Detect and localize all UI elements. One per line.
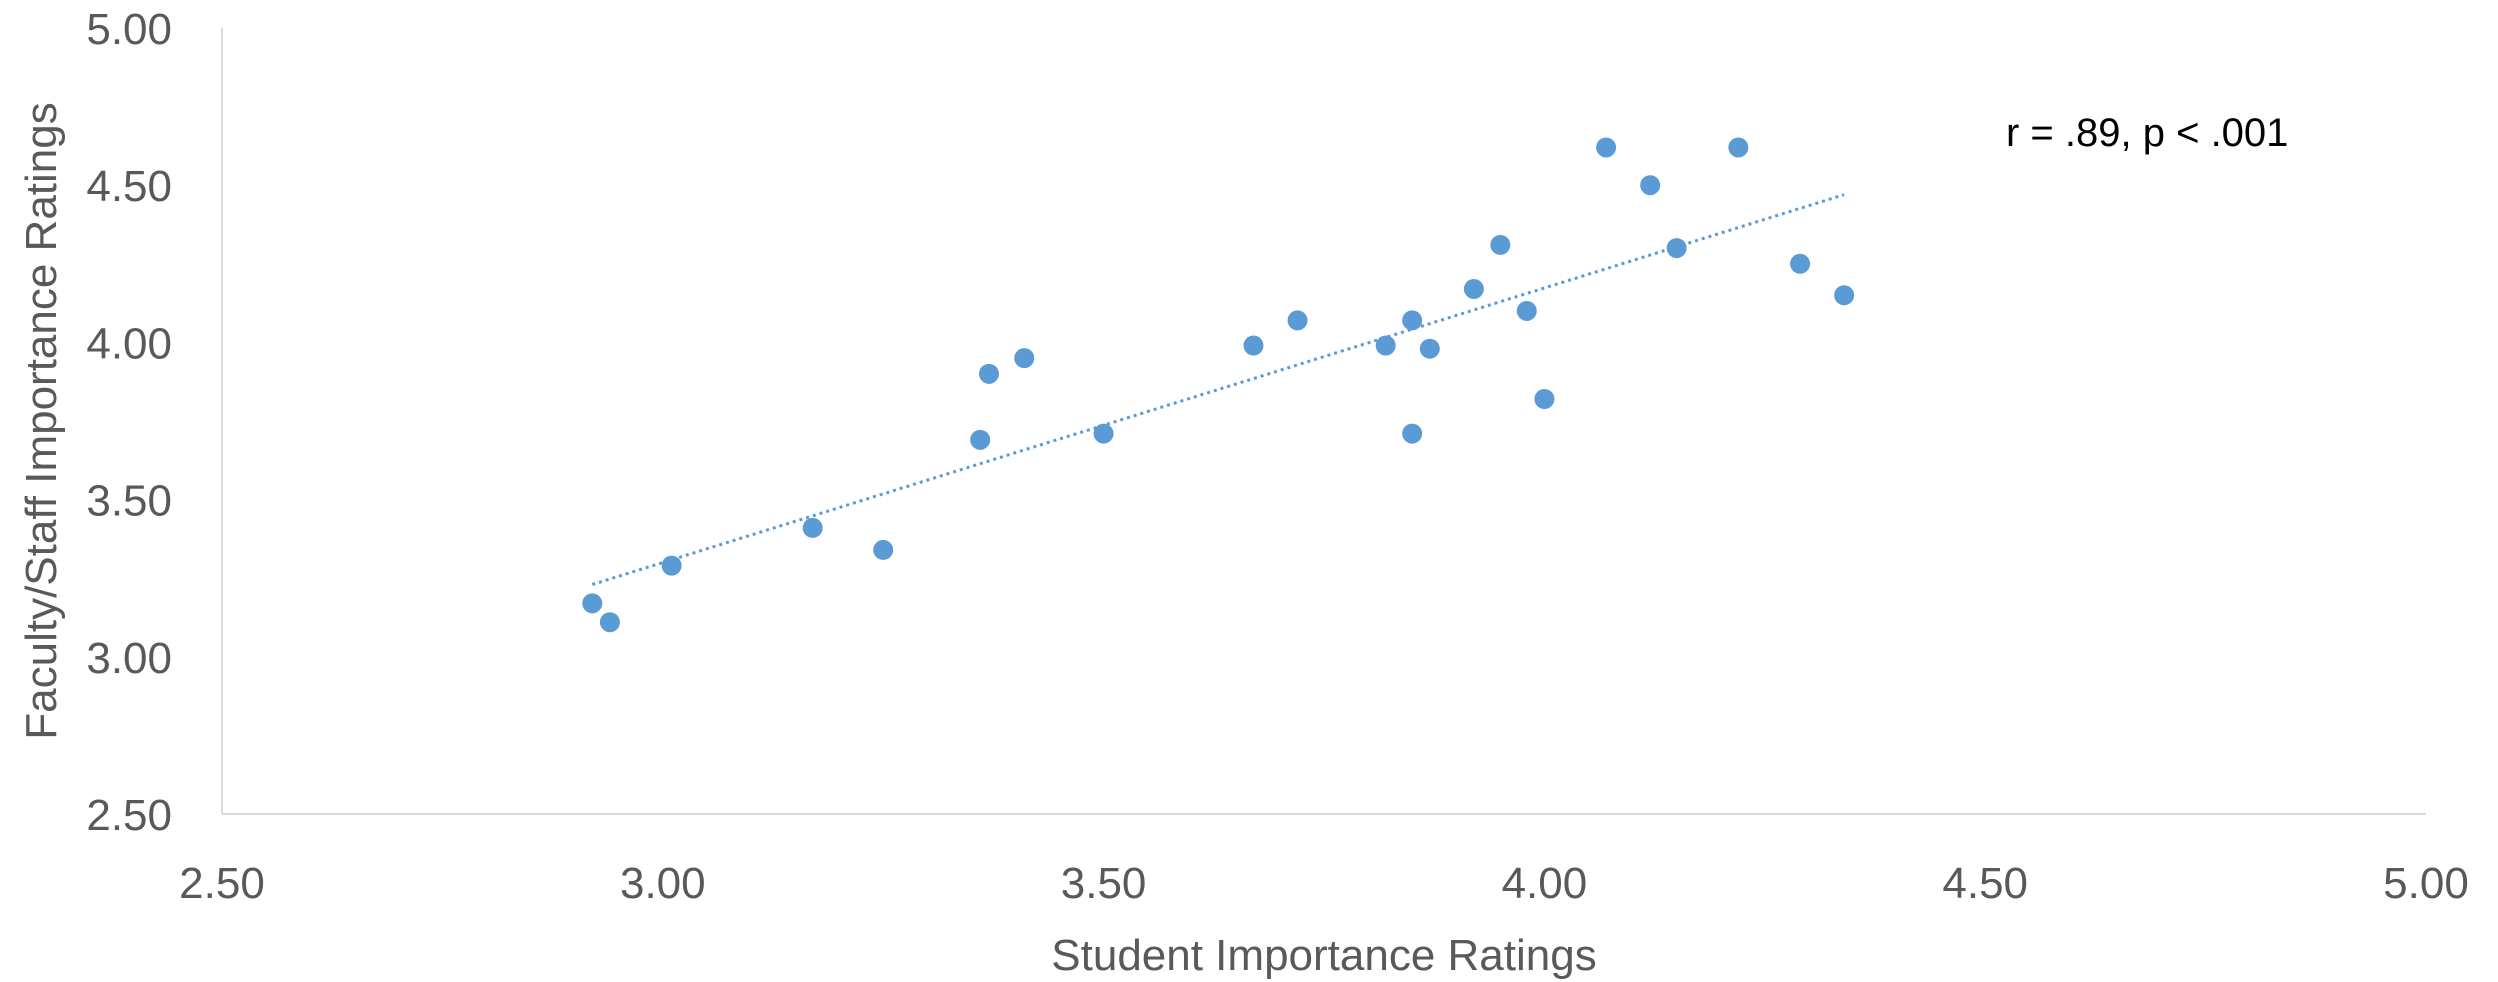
data-point bbox=[1419, 338, 1440, 359]
data-point bbox=[1516, 300, 1537, 321]
data-point bbox=[970, 429, 991, 450]
y-tick-label: 2.50 bbox=[86, 791, 172, 840]
y-axis-title: Faculty/Staff Importance Ratings bbox=[17, 102, 66, 739]
data-point bbox=[1287, 310, 1308, 331]
data-point bbox=[1790, 253, 1811, 274]
x-tick-labels: 2.50 3.00 3.50 4.00 4.50 5.00 bbox=[179, 859, 2469, 908]
data-point bbox=[582, 593, 603, 614]
data-point bbox=[1402, 423, 1423, 444]
y-tick-label: 4.50 bbox=[86, 162, 172, 211]
correlation-annotation: r = .89, p < .001 bbox=[2006, 111, 2288, 155]
data-point bbox=[599, 612, 620, 633]
data-point bbox=[1534, 388, 1555, 409]
y-tick-label: 5.00 bbox=[86, 5, 172, 54]
data-point bbox=[1834, 285, 1855, 306]
data-points bbox=[582, 137, 1855, 633]
trendline-group bbox=[591, 193, 1845, 586]
data-point bbox=[1093, 423, 1114, 444]
data-point bbox=[1596, 137, 1617, 158]
x-tick-label: 4.50 bbox=[1942, 859, 2028, 908]
y-tick-label: 3.50 bbox=[86, 477, 172, 526]
data-point bbox=[1375, 335, 1396, 356]
data-point bbox=[1243, 335, 1264, 356]
trendline bbox=[591, 193, 1845, 586]
x-tick-label: 2.50 bbox=[179, 859, 265, 908]
x-tick-label: 3.50 bbox=[1061, 859, 1147, 908]
x-axis-title: Student Importance Ratings bbox=[1051, 931, 1596, 980]
y-tick-label: 3.00 bbox=[86, 634, 172, 683]
x-tick-label: 5.00 bbox=[2383, 859, 2469, 908]
data-point bbox=[1402, 310, 1423, 331]
data-point bbox=[978, 363, 999, 384]
data-point bbox=[873, 539, 894, 560]
y-tick-label: 4.00 bbox=[86, 319, 172, 368]
data-point bbox=[661, 555, 682, 576]
axes bbox=[221, 28, 2426, 815]
data-point bbox=[1666, 238, 1687, 259]
x-tick-label: 4.00 bbox=[1502, 859, 1588, 908]
x-tick-label: 3.00 bbox=[620, 859, 706, 908]
data-point bbox=[1463, 278, 1484, 299]
data-point bbox=[1490, 234, 1511, 255]
data-point bbox=[802, 517, 823, 538]
y-tick-labels: 2.50 3.00 3.50 4.00 4.50 5.00 bbox=[86, 5, 172, 840]
data-point bbox=[1728, 137, 1749, 158]
data-point bbox=[1014, 348, 1035, 369]
data-point bbox=[1640, 175, 1661, 196]
